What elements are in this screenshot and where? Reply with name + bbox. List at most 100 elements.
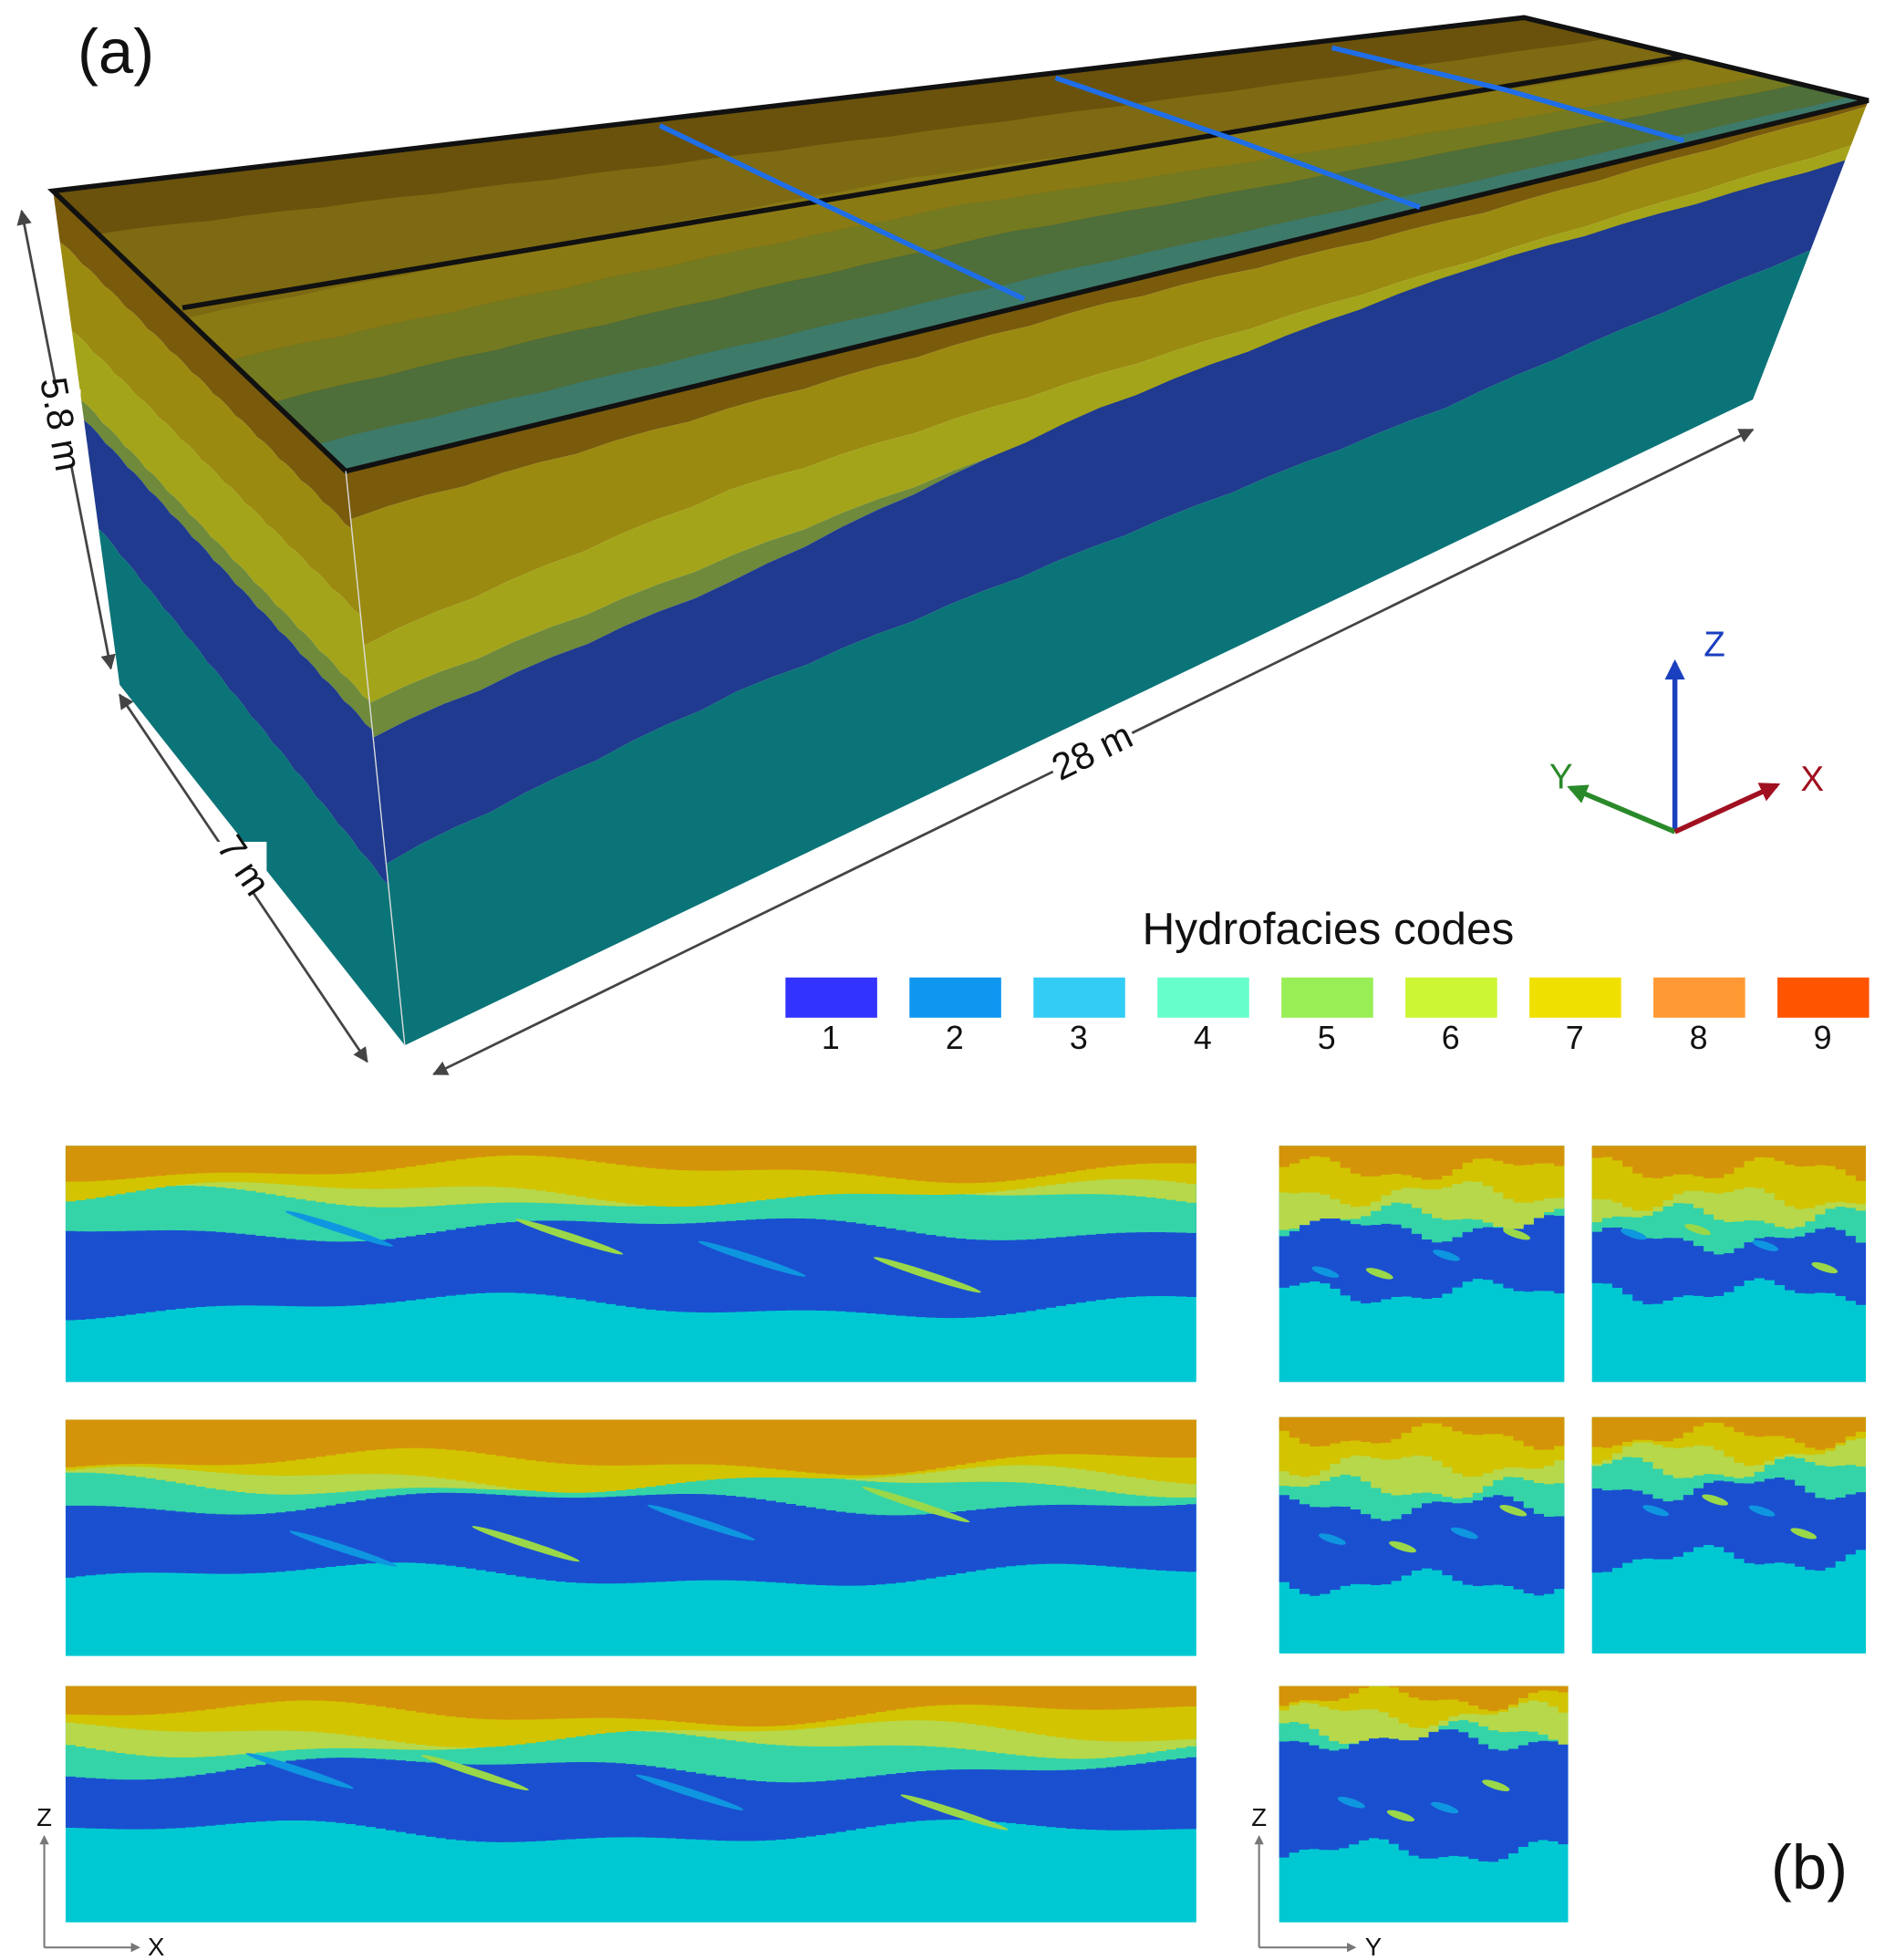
legend-code: 9 [1814, 1020, 1832, 1056]
section-panel [1591, 1416, 1867, 1654]
axis-arrow [1567, 784, 1676, 835]
label-bg [1042, 711, 1144, 796]
legend-code: 3 [1070, 1020, 1088, 1056]
section-panel [65, 1146, 1196, 1383]
section-lens [1503, 1228, 1531, 1240]
legend-code: 7 [1566, 1020, 1584, 1056]
section-lens [1318, 1533, 1346, 1545]
section-lens [1433, 1250, 1460, 1261]
section-band [1591, 1146, 1867, 1184]
legend-swatch [1033, 977, 1125, 1018]
section-lens [1389, 1540, 1416, 1553]
section-lens [1621, 1229, 1647, 1240]
facies-band [53, 17, 1611, 234]
section-lens [862, 1487, 970, 1523]
section-band [65, 1419, 1196, 1476]
legend-swatch [1529, 977, 1621, 1018]
axis-label: Z [36, 1803, 52, 1831]
section-lens [1752, 1239, 1779, 1251]
section-lens [1365, 1268, 1393, 1280]
cross-sections [65, 1146, 1867, 1923]
legend-title: Hydrofacies codes [1142, 903, 1514, 954]
legend-swatch [1777, 977, 1869, 1018]
legend-swatch [1405, 977, 1497, 1018]
label-bg [35, 389, 81, 465]
axis-label: Y [1365, 1933, 1382, 1960]
legend-swatch [1281, 977, 1373, 1018]
panel-label: (b) [1771, 1832, 1848, 1903]
section-band [1279, 1685, 1569, 1712]
block-model [47, 15, 1869, 1046]
section-panel [1591, 1146, 1867, 1383]
facies-band [59, 242, 361, 615]
axis-arrow [1673, 783, 1781, 835]
legend-swatch [1157, 977, 1249, 1018]
section-lens [515, 1219, 624, 1255]
section-lens [698, 1240, 806, 1277]
section-lens [1702, 1494, 1729, 1506]
legend-swatch [1653, 977, 1745, 1018]
facies-band [185, 58, 1766, 360]
section-panel [65, 1419, 1196, 1656]
legend-code: 6 [1442, 1020, 1460, 1056]
block-edge [345, 471, 406, 1046]
section-lens [1811, 1261, 1838, 1274]
axis-label: Z [1704, 626, 1725, 665]
section-lens [285, 1210, 394, 1247]
section-lens [1337, 1796, 1365, 1809]
section-lens [636, 1774, 744, 1810]
section-trace [658, 45, 1685, 302]
axis-label: X [148, 1933, 164, 1960]
block-edge [47, 15, 1869, 474]
section-lens [1790, 1528, 1818, 1540]
section-lens [1684, 1223, 1711, 1236]
panel-label: (a) [78, 16, 154, 87]
legend: 1 2 3 4 5 6 7 8 9 [785, 977, 1869, 1056]
section-lens [289, 1530, 398, 1567]
facies-band [98, 38, 1697, 318]
legend-swatch [909, 977, 1001, 1018]
axis-label: X [1800, 760, 1824, 799]
section-lens [647, 1504, 755, 1540]
section-lens [471, 1526, 580, 1562]
section-lens [1642, 1505, 1669, 1517]
section-lens [1431, 1801, 1459, 1814]
facies-band [350, 106, 1867, 646]
legend-code: 5 [1318, 1020, 1336, 1056]
section-lens [900, 1794, 1009, 1830]
section-lens [245, 1753, 354, 1789]
section-lens [1450, 1527, 1478, 1540]
section-band [1279, 1416, 1565, 1450]
legend-code: 1 [822, 1020, 840, 1056]
section-panel [65, 1685, 1196, 1923]
legend-code: 8 [1690, 1020, 1708, 1056]
facies-band [274, 84, 1851, 445]
section-band [65, 1146, 1196, 1184]
section-panel [1279, 1685, 1569, 1923]
facies-band [53, 191, 352, 529]
legend-code: 2 [946, 1020, 964, 1056]
facies-band [346, 100, 1869, 520]
facies-band [71, 331, 370, 701]
section-panel [1279, 1146, 1565, 1383]
axis-label: Y [1549, 757, 1573, 796]
facies-band [81, 399, 373, 730]
facies-band [363, 145, 1851, 703]
legend-code: 4 [1194, 1020, 1212, 1056]
facies-band [317, 96, 1869, 472]
section-lens [420, 1754, 529, 1791]
section-band [65, 1685, 1196, 1727]
section-band [1591, 1416, 1867, 1450]
section-lens [1386, 1810, 1415, 1822]
section-panel [1279, 1416, 1565, 1654]
section-lens [1482, 1779, 1510, 1791]
section-lens [873, 1257, 981, 1293]
label-bg [216, 841, 267, 893]
axis-label: Z [1251, 1803, 1267, 1831]
facies-band [230, 75, 1800, 403]
legend-swatch [785, 977, 877, 1018]
section-lens [1499, 1505, 1528, 1517]
section-lens [1311, 1266, 1340, 1278]
section-lens [1748, 1505, 1776, 1517]
